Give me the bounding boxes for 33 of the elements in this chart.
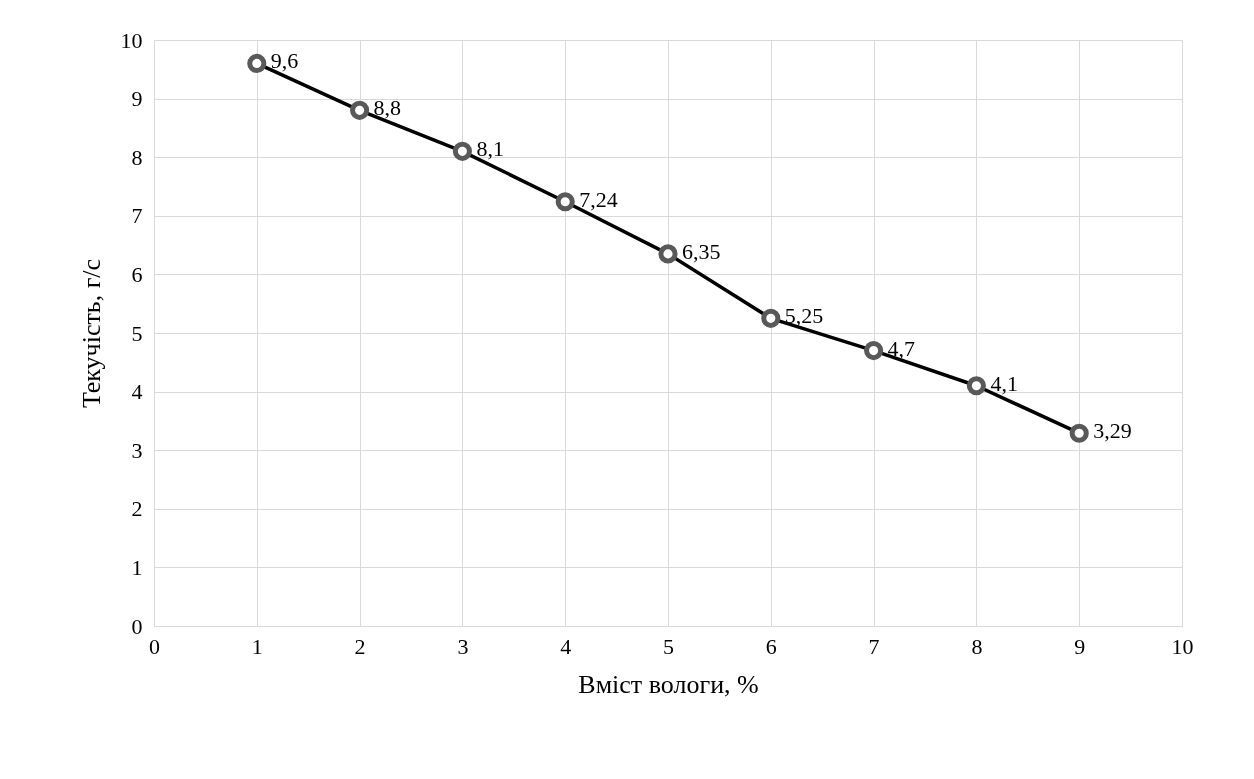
x-tick-label: 5: [663, 633, 674, 659]
x-tick-label: 6: [765, 633, 777, 659]
data-label: 9,6: [270, 48, 299, 74]
data-label: 8,1: [476, 136, 504, 162]
data-label: 3,29: [1093, 418, 1132, 444]
y-tick-label: 4: [131, 379, 143, 405]
x-axis-title: Вміст вологи, %: [578, 669, 759, 699]
y-tick-label: 7: [131, 203, 143, 229]
y-tick-label: 1: [131, 554, 143, 580]
data-label: 6,35: [682, 238, 721, 264]
data-label: 8,8: [373, 95, 402, 121]
y-tick-label: 8: [131, 144, 143, 170]
x-tick-label: 10: [1171, 633, 1194, 659]
x-tick-label: 2: [354, 633, 366, 659]
data-label: 4,1: [990, 370, 1018, 396]
x-tick-label: 9: [1074, 633, 1086, 659]
x-tick-label: 7: [868, 633, 880, 659]
y-tick-label: 9: [131, 86, 143, 112]
y-tick-label: 5: [131, 320, 143, 346]
data-label: 5,25: [784, 303, 824, 329]
y-tick-label: 6: [131, 261, 143, 287]
x-tick-label: 8: [971, 633, 983, 659]
data-label: 7,24: [579, 186, 618, 212]
y-axis-title: Текучість, г/с: [76, 258, 106, 409]
x-tick-label: 4: [560, 633, 572, 659]
y-tick-label: 2: [131, 496, 143, 522]
x-tick-label: 1: [251, 633, 263, 659]
y-tick-label: 10: [120, 27, 143, 53]
y-tick-label: 0: [131, 613, 143, 639]
y-tick-label: 3: [131, 437, 143, 463]
data-label: 4,7: [887, 335, 916, 361]
x-tick-label: 0: [149, 633, 160, 659]
x-tick-label: 3: [457, 633, 469, 659]
